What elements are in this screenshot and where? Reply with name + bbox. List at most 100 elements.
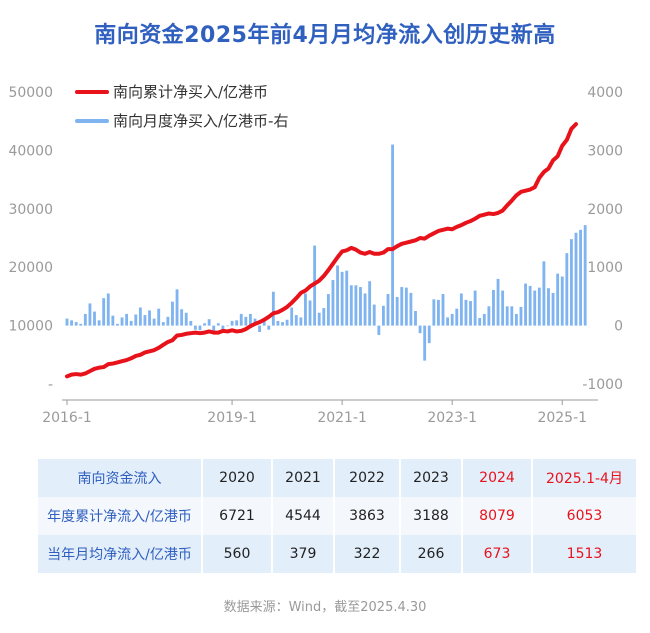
monthly-bar [249,313,252,326]
monthly-bar [340,271,344,326]
monthly-bar [368,281,372,326]
monthly-bar [478,318,482,326]
monthly-bar [83,313,87,326]
monthly-bar [203,323,206,326]
monthly-bar [189,320,193,326]
monthly-bar [492,289,495,326]
monthly-bar [524,283,527,326]
monthly-bar [267,325,271,330]
table-row-label: 年度累计净流入/亿港币 [38,497,202,535]
monthly-bar [235,320,239,326]
x-axis-tick-label: 2019-1 [207,410,257,426]
monthly-bar [414,311,417,326]
left-axis-tick-label: 40000 [8,143,53,159]
monthly-bar [496,278,500,326]
monthly-bar [129,320,133,326]
table-header-cell: 2021 [271,459,334,497]
monthly-bar [537,287,541,326]
left-axis-tick-label: 30000 [8,202,53,218]
monthly-bar [482,313,486,326]
monthly-bar [336,265,339,326]
monthly-bar [102,298,106,326]
monthly-bar [157,308,161,326]
chart-title: 南向资金2025年前4月月均净流入创历史新高 [94,23,556,48]
right-axis-tick-label: -1000 [582,377,623,393]
monthly-bar [450,313,454,326]
monthly-bar [171,301,174,326]
monthly-bar [212,325,216,331]
monthly-bar [322,308,326,326]
table-cell: 6721 [201,497,272,535]
monthly-bar [290,307,294,326]
monthly-bar [565,253,569,326]
monthly-bar [120,317,124,326]
monthly-bar [299,317,303,326]
monthly-bar [579,229,582,326]
monthly-bar [574,232,578,326]
monthly-bar [161,322,165,326]
monthly-bar [304,293,307,326]
monthly-bar [441,294,445,326]
monthly-bar [391,144,394,326]
monthly-bar [354,285,358,326]
table-cell: 322 [333,535,400,573]
monthly-bar [437,299,440,326]
monthly-bar [74,322,78,326]
monthly-bar [569,239,573,326]
table-header-cell: 2022 [333,459,400,497]
monthly-bar [262,321,266,326]
left-axis-tick-label: - [48,377,53,393]
table-cell: 266 [399,535,462,573]
monthly-bar [184,312,188,326]
monthly-bar [487,306,491,326]
right-axis-ticks: 4000 3000 2000 1000 0 -1000 [582,85,623,393]
monthly-bar [285,319,289,326]
monthly-bar [473,290,477,326]
monthly-bar [116,323,119,326]
monthly-bar [79,323,83,326]
monthly-bar [276,320,280,326]
monthly-bar [432,299,436,326]
monthly-bar [359,287,362,326]
monthly-bar [207,319,211,326]
left-axis-tick-label: 50000 [8,85,53,101]
table-row-label: 当年月均净流入/亿港币 [38,535,202,573]
monthly-bar [221,325,225,332]
cumulative-line [65,122,578,379]
monthly-bar [226,325,229,327]
monthly-bar [198,325,202,331]
monthly-bar [271,291,275,326]
monthly-bar [125,313,129,326]
monthly-bar [88,303,92,326]
monthly-bar [93,311,96,326]
table-header-cell: 南向资金流入 [38,459,202,497]
monthly-bar [423,325,427,361]
monthly-bar [294,315,298,326]
monthly-bar [560,276,564,326]
monthly-bar [281,322,284,326]
monthly-bar [349,285,353,326]
monthly-bar [542,261,546,326]
table-row: 年度累计净流入/亿港币 6721 4544 3863 3188 8079 605… [38,497,636,535]
monthly-bar [446,317,450,326]
monthly-bar [230,320,234,326]
monthly-bar [404,287,408,326]
monthly-bar [244,316,248,326]
table-cell: 560 [201,535,272,573]
monthly-bar [533,290,537,326]
monthly-bar [65,318,69,326]
monthly-bar [381,305,385,326]
monthly-bar [377,325,381,335]
left-axis-tick-label: 10000 [8,319,53,335]
monthly-bar [363,293,367,326]
monthly-bar [258,325,262,333]
monthly-bar [70,320,73,326]
left-axis-ticks: 50000 40000 30000 20000 10000 - [8,85,53,393]
right-axis-tick-label: 3000 [587,143,623,159]
table-header-cell: 2024 [461,459,532,497]
x-axis-ticks: 2016-1 2019-1 2021-1 2023-1 2025-1 [42,400,587,426]
monthly-bar [372,304,376,326]
table-row: 当年月均净流入/亿港币 560 379 322 266 673 1513 [38,535,636,573]
monthly-bar [143,315,147,326]
